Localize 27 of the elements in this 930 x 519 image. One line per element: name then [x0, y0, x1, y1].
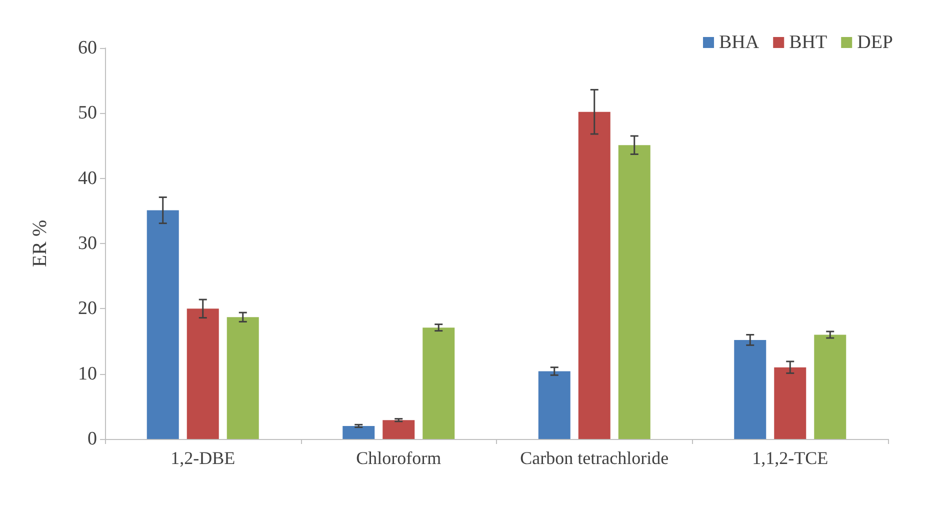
bar: [734, 340, 766, 439]
x-tick-label: 1,1,2-TCE: [752, 448, 828, 468]
legend-label: BHA: [718, 32, 760, 53]
y-tick-label: 40: [78, 168, 97, 189]
y-tick-label: 10: [78, 363, 97, 384]
bar: [186, 308, 219, 439]
y-tick-label: 50: [78, 102, 97, 124]
bar: [578, 112, 610, 439]
legend-label: DEP: [857, 32, 894, 53]
bar: [226, 317, 259, 439]
x-tick-label: Chloroform: [356, 448, 442, 468]
y-axis-title: ER %: [29, 220, 51, 268]
bar: [538, 371, 570, 439]
bar: [814, 334, 846, 439]
bar: [774, 367, 806, 439]
y-tick-label: 20: [78, 298, 97, 320]
y-tick-label: 0: [88, 428, 97, 450]
x-tick-label: 1,2-DBE: [170, 448, 236, 468]
y-tick-label: 30: [78, 233, 97, 254]
y-tick-label: 60: [78, 38, 97, 58]
x-tick-label: Carbon tetrachloride: [520, 448, 669, 468]
bar: [146, 210, 179, 439]
bar: [618, 145, 650, 439]
bar: [422, 328, 455, 439]
bar: [342, 426, 375, 439]
legend-label: BHT: [789, 32, 828, 53]
bar: [382, 420, 415, 439]
